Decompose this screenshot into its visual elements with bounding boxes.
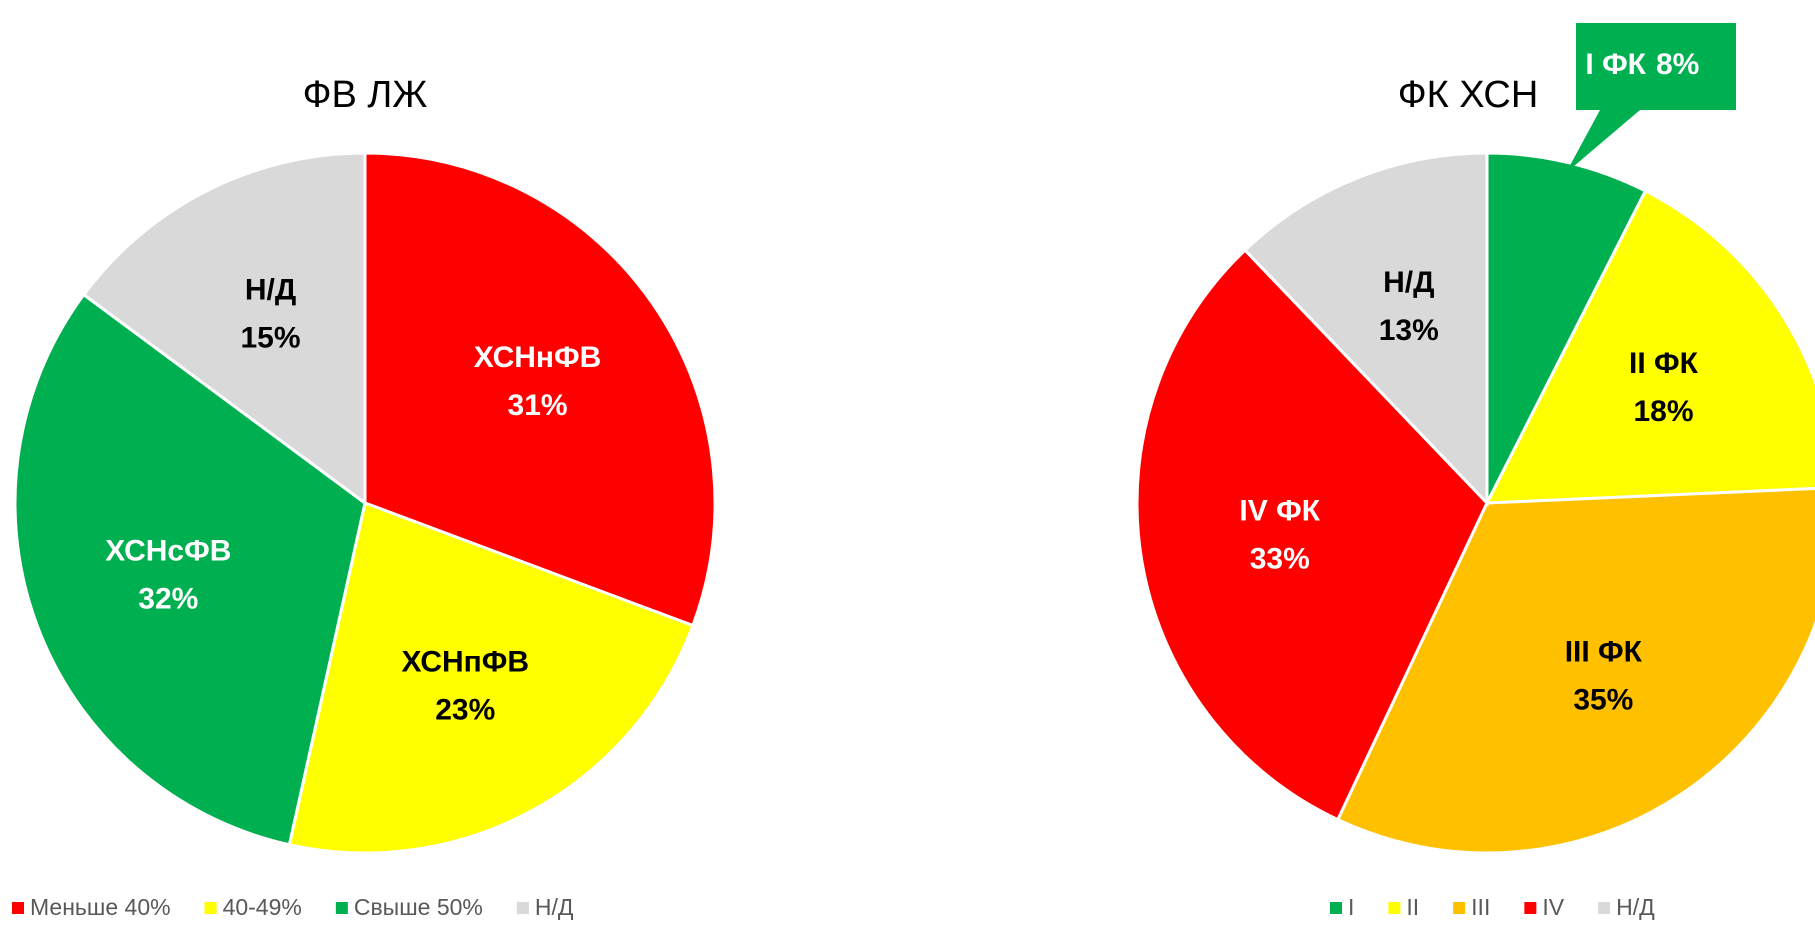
legend-swatch (1388, 902, 1401, 914)
data-label: 15% (241, 321, 301, 354)
pie-slice (1485, 151, 1648, 504)
legend-swatch (1330, 902, 1342, 914)
legend-swatch (516, 902, 529, 914)
data-label: 35% (1573, 684, 1633, 717)
data-label: 33% (1250, 543, 1310, 576)
legend-label: Свыше 50% (354, 894, 483, 920)
pie-slice (1335, 487, 1815, 855)
data-label: 31% (508, 389, 568, 422)
legend-swatch (1453, 902, 1466, 914)
pie-slice (1484, 188, 1815, 505)
pie-slice (363, 151, 717, 628)
data-label: 8% (1656, 48, 1699, 81)
legend-label: Меньше 40% (30, 894, 171, 920)
legend-label: I (1348, 894, 1354, 920)
pie-slice (1135, 248, 1489, 822)
legend-label: IV (1542, 894, 1564, 920)
slice-name: ХСНнФВ (474, 341, 602, 374)
chart-title: ФВ ЛЖ (303, 74, 428, 116)
slice-name: I ФК (1585, 48, 1646, 81)
slice-name: IV ФК (1239, 495, 1320, 528)
data-label: 32% (138, 582, 198, 615)
legend-swatch (1598, 902, 1611, 914)
pie-slice (1242, 151, 1489, 507)
legend-label: Н/Д (1616, 894, 1655, 920)
slice-name: II ФК (1629, 347, 1699, 380)
data-label: 13% (1379, 314, 1439, 347)
slice-name: Н/Д (245, 273, 296, 306)
slice-name: III ФК (1565, 636, 1643, 669)
pie-slice (13, 292, 367, 847)
legend-swatch (204, 902, 217, 914)
data-label: 23% (435, 693, 495, 726)
legend-swatch (12, 902, 24, 914)
slice-name: ХСНпФВ (401, 645, 529, 678)
slice-name: ХСНсФВ (105, 534, 231, 567)
callout (1566, 23, 1736, 173)
legend-label: III (1471, 894, 1490, 920)
data-label: 18% (1633, 395, 1693, 428)
pie-slice (81, 151, 367, 506)
legend-label: Н/Д (535, 894, 574, 920)
legend-swatch (1524, 902, 1537, 914)
legend-swatch (335, 902, 348, 914)
pie-slice (287, 500, 695, 855)
legend-label: II (1406, 894, 1419, 920)
chart-title: ФК ХСН (1398, 74, 1539, 116)
slice-name: Н/Д (1383, 266, 1434, 299)
legend-label: 40-49% (223, 894, 302, 920)
